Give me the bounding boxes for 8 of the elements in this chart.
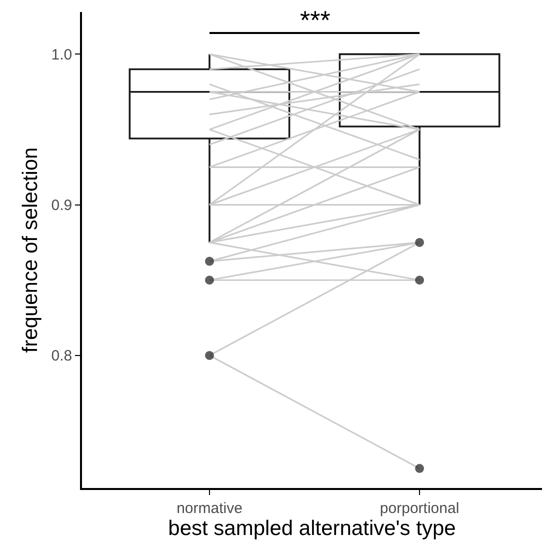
x-tick-label: normative	[176, 500, 242, 517]
x-tick-label: porportional	[380, 500, 460, 517]
y-tick-label: 1.0	[51, 46, 72, 64]
x-axis-title: best sampled alternative's type	[168, 516, 456, 540]
y-tick-label: 0.8	[51, 348, 72, 365]
y-tick-label: 0.9	[51, 197, 72, 214]
annotation: ***	[300, 5, 330, 35]
y-axis-title: frequence of selection	[18, 147, 42, 353]
